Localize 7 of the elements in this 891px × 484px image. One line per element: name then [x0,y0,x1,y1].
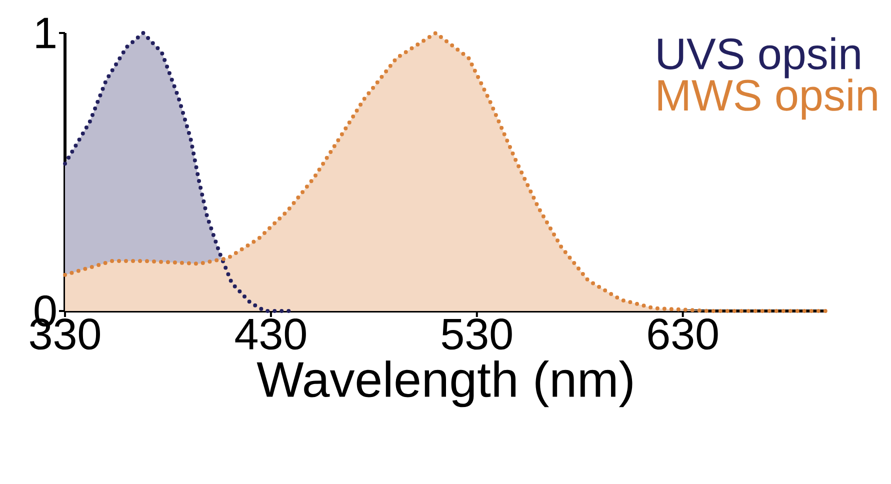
x-axis-title: Wavelength (nm) [256,360,632,408]
text: MWS opsin [658,78,877,120]
x-tick-label: 430 [235,318,306,350]
x-tick-label: 630 [648,318,718,350]
text: UVS opsin [658,37,860,78]
y-tick-label: 1 [36,18,56,48]
x-tick-label: 530 [442,318,512,350]
